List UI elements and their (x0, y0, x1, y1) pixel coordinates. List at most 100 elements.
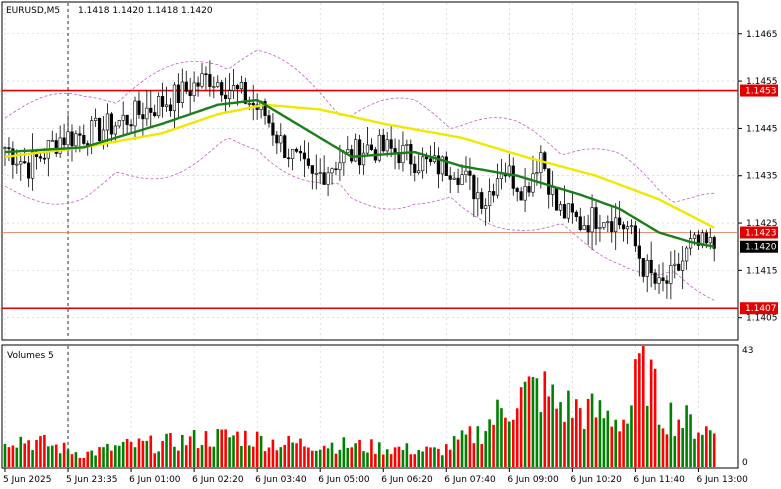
volume-bar (610, 426, 614, 467)
x-tick-label: 6 Jun 01:00 (129, 475, 181, 485)
volume-bar (571, 417, 574, 467)
volume-bar (145, 440, 149, 467)
volume-bar (133, 447, 137, 467)
volume-bar (200, 445, 204, 467)
candle-body (105, 113, 110, 131)
candle-body (19, 161, 23, 165)
y-tick-label: 1.1465 (746, 30, 778, 40)
candle-body (7, 147, 11, 150)
candle-body (519, 191, 523, 201)
candle-body (472, 175, 476, 200)
candle-body (551, 187, 555, 195)
volume-bar (488, 419, 491, 467)
candle-body (188, 91, 192, 96)
candle-body (582, 225, 586, 230)
volume-bar (169, 432, 172, 467)
envelope-bands (4, 49, 715, 301)
candle-body (66, 131, 70, 146)
candle-body (444, 156, 448, 176)
volume-bar (429, 447, 432, 467)
candle-body (491, 191, 496, 196)
volume-bar (291, 442, 294, 467)
volume-bar (531, 377, 535, 467)
candle-body (149, 107, 153, 113)
volume-bar (224, 429, 227, 467)
candle-body (708, 237, 712, 244)
volume-bar (413, 454, 417, 467)
volume-bar (511, 419, 515, 467)
candle-body (145, 107, 149, 120)
candle-body (62, 137, 66, 146)
candle-body (570, 203, 574, 213)
candle-body (625, 226, 630, 230)
x-tick-label: 6 Jun 10:20 (570, 475, 622, 485)
volume-bar (11, 445, 15, 467)
candle-body (247, 103, 251, 105)
volume-min-label: 0 (742, 458, 748, 468)
volume-bar (354, 443, 357, 467)
candle-body (200, 73, 204, 87)
volume-bar (98, 447, 101, 467)
volume-bar (405, 443, 409, 467)
candle-body (511, 165, 515, 189)
upper-band (4, 49, 715, 203)
current-price-label: 1.1420 (745, 243, 777, 253)
candle-body (421, 156, 425, 172)
candle-body (42, 157, 46, 160)
volume-bar (3, 443, 7, 467)
volume-bar (665, 434, 669, 467)
candle-body (283, 135, 287, 159)
y-tick-label: 1.1415 (746, 266, 778, 276)
volume-bar (90, 450, 93, 467)
volume-bar (701, 434, 704, 467)
candle-body (180, 81, 184, 104)
time-axis: 5 Jun 2025 5 Jun 23:35 6 Jun 01:00 6 Jun 02… (3, 468, 748, 485)
volume-bar (614, 419, 617, 467)
candle-body (484, 205, 488, 209)
volume-bar (508, 421, 511, 467)
volume-bar (504, 417, 507, 467)
volume-bar (551, 384, 554, 467)
x-tick-label: 6 Jun 02:20 (192, 475, 244, 485)
volume-bar (689, 414, 692, 467)
candle-body (657, 277, 661, 284)
candle-body (251, 103, 255, 106)
candle-body (665, 280, 669, 284)
volume-bar (31, 450, 34, 467)
volume-bar (484, 431, 487, 467)
x-tick-label: 6 Jun 05:00 (318, 475, 370, 485)
candle-body (641, 258, 645, 277)
volume-bar (165, 433, 168, 467)
candle-body (231, 85, 236, 91)
candle-body (50, 140, 54, 142)
candle-body (673, 263, 677, 266)
candle-body (27, 162, 31, 179)
candle-body (369, 144, 374, 150)
candle-body (480, 192, 484, 209)
volume-bar (433, 447, 436, 467)
candle-body (464, 170, 468, 175)
candle-body (515, 188, 519, 192)
volume-bar (586, 398, 590, 467)
candle-body (239, 82, 244, 90)
volume-bar (295, 443, 298, 467)
candle-body (279, 135, 283, 144)
candle-body (539, 152, 543, 173)
volume-bar (23, 443, 26, 467)
candle-body (389, 139, 393, 149)
candle-body (172, 84, 177, 112)
volume-bar (39, 436, 42, 467)
volume-bar (121, 441, 125, 467)
volume-bar (669, 402, 673, 467)
candle-body (176, 84, 180, 104)
volume-bar (326, 448, 330, 467)
candle-body (574, 211, 578, 218)
candle-body (696, 234, 701, 246)
candle-body (661, 277, 665, 282)
candle-body (460, 174, 464, 185)
candle-body (326, 172, 330, 185)
volume-bar (35, 439, 38, 467)
volume-bar (19, 436, 23, 467)
y-tick-label: 1.1455 (746, 77, 778, 87)
volume-bar (244, 430, 247, 467)
